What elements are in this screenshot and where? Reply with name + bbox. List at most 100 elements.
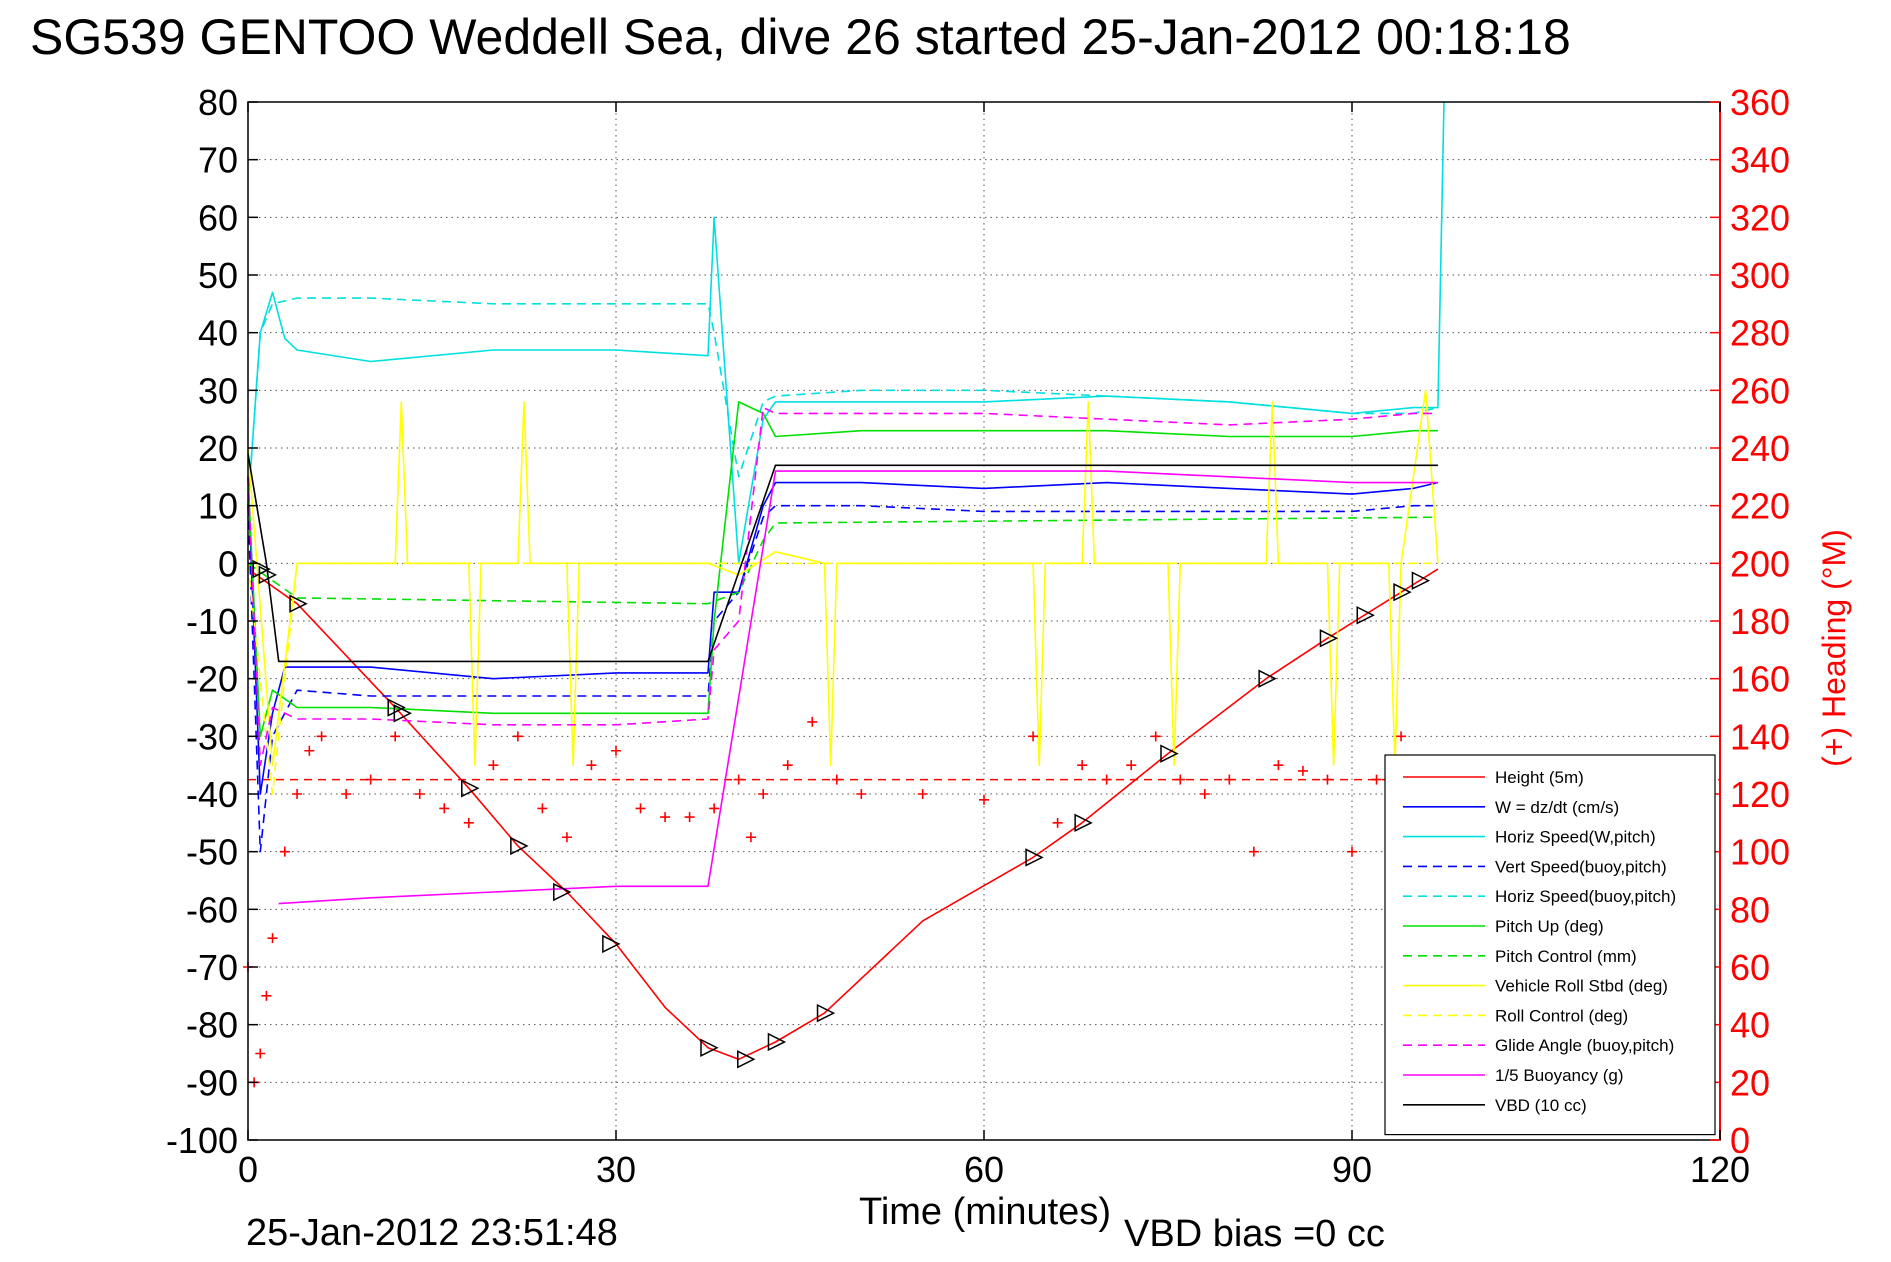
height-marker (1411, 571, 1431, 590)
y2-tick-label: 240 (1730, 428, 1790, 469)
y2-tick-label: 0 (1730, 1120, 1750, 1161)
series-line-1-5-buoyancy-g (278, 470, 1438, 905)
heading-point (782, 760, 793, 771)
heading-point (1052, 817, 1063, 828)
y-tick-label: -100 (166, 1120, 238, 1161)
height-marker (393, 704, 413, 723)
height-marker (602, 934, 621, 954)
x-tick-label: 0 (238, 1149, 258, 1190)
y-tick-label: -50 (186, 832, 238, 873)
y2-tick-label: 280 (1730, 313, 1790, 354)
footer-vbd-bias: VBD bias =0 cc (1124, 1213, 1385, 1255)
y-tick-label: -40 (186, 774, 238, 815)
y-tick-label: 60 (198, 197, 238, 238)
x-tick-label: 90 (1332, 1149, 1372, 1190)
y-tick-label: -90 (186, 1062, 238, 1103)
heading-point (807, 716, 818, 727)
y2-tick-label: 180 (1730, 601, 1790, 642)
legend: Height (5m) W = dz/dt (cm/s) Horiz Speed(W… (1384, 754, 1716, 1136)
y-tick-label: -60 (186, 889, 238, 930)
series-line-glide-angle-buoy-pitch (247, 406, 1438, 767)
heading-point (1150, 731, 1161, 742)
series-line-w-dz-dt-cm-s (247, 476, 1439, 795)
y2-tick-label: 20 (1730, 1062, 1770, 1103)
y2-tick-label: 160 (1730, 659, 1790, 700)
heading-point (1347, 846, 1357, 857)
series-line-roll-control-deg (247, 562, 1438, 795)
legend-label: VBD (10 cc) (1495, 1096, 1587, 1115)
heading-point (1077, 760, 1088, 771)
legend-label: Vert Speed(buoy,pitch) (1495, 857, 1667, 876)
y-tick-label: 0 (218, 543, 238, 584)
series-line-height-5m (247, 568, 1439, 1061)
heading-point (611, 745, 621, 756)
heading-point (390, 731, 401, 742)
heading-point (709, 803, 720, 814)
chart-title: SG539 GENTOO Weddell Sea, dive 26 starte… (30, 9, 1571, 65)
y2-tick-label: 320 (1730, 197, 1790, 238)
y-tick-label: 70 (198, 140, 238, 181)
height-marker (767, 1032, 787, 1052)
heading-point (1248, 846, 1259, 857)
heading-series (243, 716, 1443, 1088)
plot-series (247, 101, 1720, 1061)
series-line-horiz-speed-buoy-pitch (247, 297, 1439, 506)
heading-point (512, 731, 523, 742)
heading-point (279, 846, 290, 857)
heading-point (758, 789, 769, 799)
y-tick-label: 30 (198, 370, 238, 411)
legend-label: Roll Control (deg) (1495, 1006, 1628, 1025)
legend-label: Pitch Control (mm) (1495, 947, 1637, 966)
axes: 0 30 60 90 120-100-90-80-70-60-50-40-30-20-1… (166, 82, 1790, 1190)
heading-point (255, 1048, 266, 1059)
y-tick-label: -70 (186, 947, 238, 988)
height-marker (1160, 744, 1179, 763)
y2-tick-label: 260 (1730, 370, 1790, 411)
y2-tick-label: 140 (1730, 716, 1790, 757)
y-tick-label: -80 (186, 1005, 238, 1046)
heading-point (745, 832, 756, 843)
heading-point (1101, 774, 1112, 785)
legend-label: 1/5 Buoyancy (g) (1495, 1066, 1624, 1085)
legend-label: Horiz Speed(buoy,pitch) (1495, 887, 1676, 906)
heading-point (463, 817, 474, 828)
x-tick-label: 120 (1690, 1149, 1750, 1190)
y2-tick-label: 80 (1730, 889, 1770, 930)
height-marker (510, 836, 529, 856)
heading-point (1322, 774, 1333, 785)
heading-point (341, 789, 352, 799)
y2-tick-label: 300 (1730, 255, 1790, 296)
y2-tick-label: 220 (1730, 486, 1790, 527)
heading-point (414, 789, 425, 799)
series-line-vehicle-roll-stbd-deg (247, 389, 1439, 767)
heading-point (304, 745, 315, 756)
series-line-vbd-10-cc (247, 453, 1438, 663)
y2-tick-label: 40 (1730, 1005, 1770, 1046)
y-tick-label: 20 (198, 428, 238, 469)
legend-label: Pitch Up (deg) (1495, 917, 1604, 936)
height-marker (700, 1038, 719, 1057)
height-marker (1074, 813, 1093, 833)
x-axis-label: Time (minutes) (859, 1191, 1111, 1233)
heading-point (660, 812, 671, 823)
heading-point (439, 803, 450, 814)
heading-point (1297, 765, 1308, 776)
series-line-pitch-control-mm (247, 516, 1438, 605)
y2-tick-label: 200 (1730, 543, 1790, 584)
heading-point (267, 933, 278, 944)
heading-point (365, 774, 376, 785)
height-marker (1025, 848, 1044, 867)
legend-label: Glide Angle (buoy,pitch) (1495, 1036, 1674, 1055)
heading-point (261, 990, 272, 1001)
height-marker (1258, 669, 1277, 688)
heading-point (1224, 774, 1235, 785)
heading-point (1175, 774, 1186, 785)
footer-timestamp: 25-Jan-2012 23:51:48 (246, 1212, 618, 1254)
y2-tick-label: 360 (1730, 82, 1790, 123)
heading-point (979, 794, 989, 805)
heading-point (1396, 731, 1407, 742)
height-marker (1356, 606, 1375, 625)
y2-tick-label: 340 (1730, 140, 1790, 181)
heading-point (1273, 760, 1284, 771)
